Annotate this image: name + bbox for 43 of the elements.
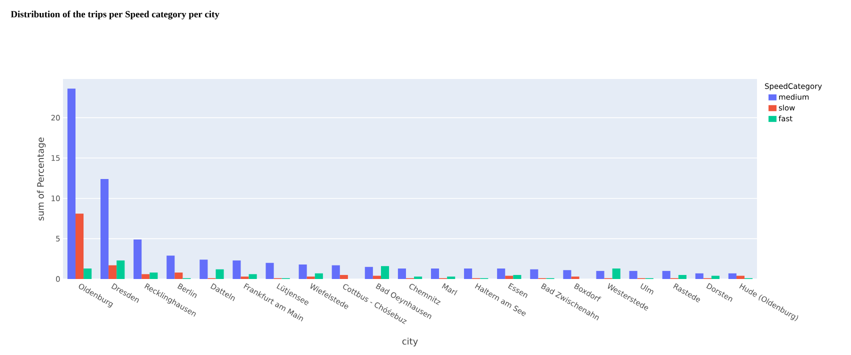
bar (248, 274, 257, 279)
bar (67, 88, 76, 279)
bar (298, 264, 307, 279)
bar (372, 276, 381, 279)
bar (116, 260, 125, 279)
bar (678, 274, 686, 279)
bar (200, 260, 208, 279)
bar (662, 270, 670, 279)
bar (364, 266, 373, 279)
bar (728, 273, 736, 279)
chart-title: Distribution of the trips per Speed category per city (10, 10, 220, 20)
bar (166, 256, 175, 279)
bar (497, 268, 506, 279)
bar (174, 272, 183, 279)
bar (736, 276, 745, 279)
bar (612, 268, 620, 279)
bar (266, 262, 274, 279)
bar (108, 265, 117, 279)
bar (216, 269, 224, 279)
bar (711, 276, 720, 279)
bar (596, 270, 604, 279)
bar (134, 239, 142, 279)
bar (563, 270, 572, 279)
y-axis-title: sum of Percentage (36, 138, 46, 220)
bar (332, 265, 340, 279)
bar (629, 270, 638, 279)
bar (398, 268, 406, 279)
bar (100, 179, 109, 279)
bar (380, 266, 390, 279)
bar (76, 214, 84, 279)
bar (142, 274, 150, 279)
bar (430, 268, 440, 279)
x-axis-title: city (402, 338, 418, 346)
bar (340, 274, 348, 279)
bar (150, 272, 158, 279)
bar (513, 274, 522, 279)
bar (505, 276, 514, 279)
bar (232, 260, 241, 279)
bar (84, 268, 92, 279)
bar (695, 273, 704, 279)
bar (314, 273, 323, 279)
bar (464, 268, 472, 279)
bar (530, 269, 538, 279)
